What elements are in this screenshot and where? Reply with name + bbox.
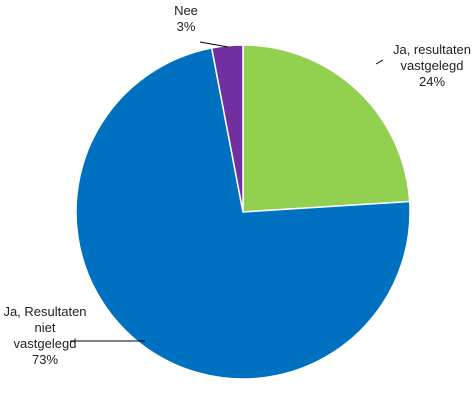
leader-line-0 [375,59,384,65]
pie-slice-2 [210,44,244,213]
slice-label-2-line-1: 3% [177,19,196,34]
pie-slice-1 [75,47,411,380]
slice-label-0-line-0: Ja, resultaten [393,42,471,57]
slice-label-1-line-3: 73% [32,352,58,367]
slice-label-1-line-0: Ja, Resultaten [3,304,86,319]
leader-line-2 [199,41,229,48]
pie-slice-0 [242,44,411,213]
slice-label-2-line-0: Nee [174,3,198,18]
leader-lines [70,41,384,342]
slice-label-1-line-2: vastgelegd [14,336,77,351]
slice-label-0-line-1: vastgelegd [401,58,464,73]
slice-label-0-line-2: 24% [419,74,445,89]
pie-slices [75,44,411,380]
slice-label-1-line-1: niet [35,320,56,335]
